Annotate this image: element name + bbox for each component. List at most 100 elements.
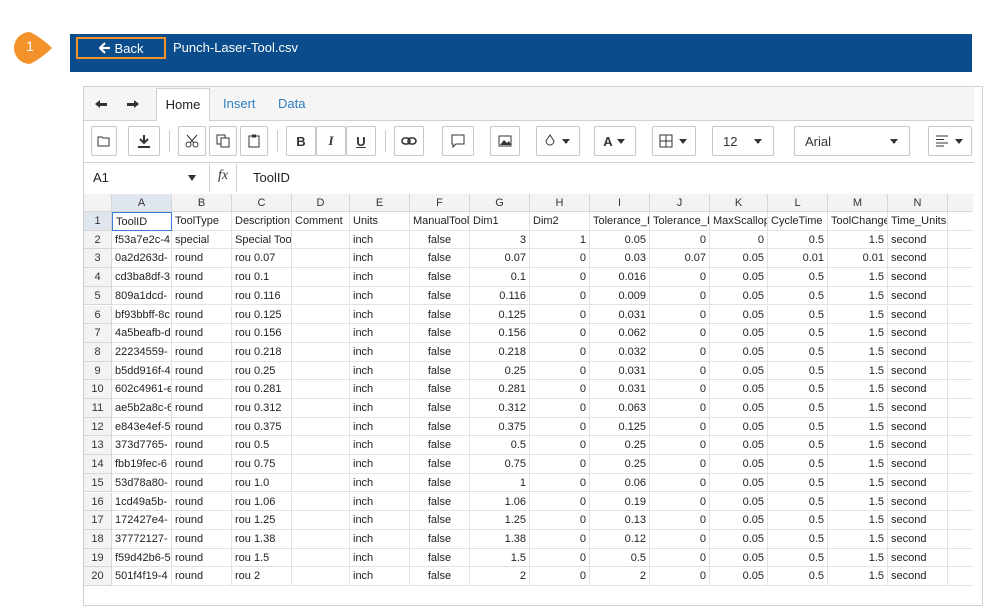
cell[interactable]: 0.05 xyxy=(710,548,768,568)
cell[interactable]: false xyxy=(410,380,470,399)
column-header[interactable]: L xyxy=(768,194,828,212)
cell[interactable]: 0.5 xyxy=(768,342,828,362)
cell[interactable] xyxy=(292,268,350,287)
cell[interactable]: second xyxy=(888,249,948,269)
cell[interactable] xyxy=(292,511,350,530)
image-button[interactable] xyxy=(490,126,520,156)
cell[interactable]: 1.5 xyxy=(828,230,888,250)
row-header[interactable]: 5 xyxy=(84,286,112,306)
cell[interactable]: 0 xyxy=(530,548,590,568)
cell[interactable]: inch xyxy=(350,399,410,418)
column-header[interactable]: J xyxy=(650,194,710,212)
cell[interactable]: 0 xyxy=(530,305,590,325)
cell[interactable]: rou 0.281 xyxy=(232,380,292,399)
cell[interactable]: 0 xyxy=(650,399,710,418)
cell[interactable] xyxy=(948,268,973,287)
cell[interactable]: false xyxy=(410,455,470,474)
cell[interactable]: 0 xyxy=(650,455,710,474)
cell[interactable]: inch xyxy=(350,529,410,549)
cell[interactable]: 0.05 xyxy=(710,399,768,418)
cell[interactable]: 1.38 xyxy=(470,529,530,549)
cell[interactable] xyxy=(948,212,973,231)
cell[interactable]: 172427e4- xyxy=(112,511,172,530)
cell[interactable] xyxy=(948,324,973,343)
cell[interactable] xyxy=(292,529,350,549)
cell[interactable]: 53d78a80- xyxy=(112,473,172,493)
cell[interactable]: ToolChange xyxy=(828,212,888,231)
cell[interactable]: 0 xyxy=(650,436,710,456)
cell[interactable]: round xyxy=(172,492,232,512)
cell[interactable]: 0.5 xyxy=(768,436,828,456)
row-header[interactable]: 7 xyxy=(84,324,112,343)
cell[interactable] xyxy=(292,380,350,399)
cell[interactable]: Time_Units xyxy=(888,212,948,231)
cell[interactable]: second xyxy=(888,361,948,381)
row-header[interactable]: 13 xyxy=(84,436,112,456)
cell[interactable]: 1.25 xyxy=(470,511,530,530)
cell[interactable]: round xyxy=(172,286,232,306)
cell[interactable]: false xyxy=(410,473,470,493)
cell[interactable]: rou 0.25 xyxy=(232,361,292,381)
cell[interactable]: 0.05 xyxy=(710,455,768,474)
cell[interactable]: 0.12 xyxy=(590,529,650,549)
cell[interactable] xyxy=(292,361,350,381)
cell[interactable]: 0 xyxy=(530,399,590,418)
cell[interactable]: cd3ba8df-3 xyxy=(112,268,172,287)
cell[interactable]: inch xyxy=(350,492,410,512)
cell[interactable]: second xyxy=(888,286,948,306)
cell[interactable]: 0.25 xyxy=(590,436,650,456)
row-header[interactable]: 2 xyxy=(84,230,112,250)
cell[interactable]: rou 1.06 xyxy=(232,492,292,512)
cell[interactable]: 0 xyxy=(650,324,710,343)
cell[interactable] xyxy=(292,286,350,306)
cell[interactable]: second xyxy=(888,511,948,530)
cell[interactable]: round xyxy=(172,529,232,549)
cell[interactable]: rou 1.5 xyxy=(232,548,292,568)
cell[interactable]: ToolType xyxy=(172,212,232,231)
row-header[interactable]: 3 xyxy=(84,249,112,269)
cell[interactable]: 0.25 xyxy=(590,455,650,474)
cell[interactable]: 0.031 xyxy=(590,380,650,399)
cell[interactable]: Comment xyxy=(292,212,350,231)
link-button[interactable] xyxy=(394,126,424,156)
cell[interactable]: second xyxy=(888,492,948,512)
cell[interactable]: 0 xyxy=(650,342,710,362)
row-header[interactable]: 19 xyxy=(84,548,112,568)
cell[interactable]: 4a5beafb-d xyxy=(112,324,172,343)
cell[interactable]: Special Too xyxy=(232,230,292,250)
cell[interactable] xyxy=(292,473,350,493)
cell[interactable]: 1.5 xyxy=(828,473,888,493)
cell[interactable]: round xyxy=(172,380,232,399)
cell[interactable]: false xyxy=(410,305,470,325)
cell[interactable] xyxy=(948,474,973,493)
cell[interactable]: rou 0.218 xyxy=(232,342,292,362)
cell[interactable]: ae5b2a8c-6 xyxy=(112,399,172,418)
cell[interactable]: 0.75 xyxy=(470,455,530,474)
cell[interactable]: 0.13 xyxy=(590,511,650,530)
row-header[interactable]: 16 xyxy=(84,492,112,512)
cell[interactable]: 0.5 xyxy=(768,473,828,493)
cell[interactable]: false xyxy=(410,286,470,306)
cell[interactable]: second xyxy=(888,548,948,568)
back-button[interactable]: Back xyxy=(76,37,166,59)
cell[interactable]: 0 xyxy=(650,305,710,325)
cell[interactable] xyxy=(292,417,350,437)
cell[interactable]: 0 xyxy=(650,492,710,512)
cell[interactable]: 0 xyxy=(710,230,768,250)
row-header[interactable]: 9 xyxy=(84,361,112,381)
cell[interactable]: inch xyxy=(350,324,410,343)
column-header[interactable]: I xyxy=(590,194,650,212)
cell[interactable]: rou 0.312 xyxy=(232,399,292,418)
cell[interactable]: 373d7765- xyxy=(112,436,172,456)
cell[interactable]: 0.5 xyxy=(768,286,828,306)
cell[interactable]: 0 xyxy=(530,380,590,399)
cell[interactable]: 0 xyxy=(530,511,590,530)
font-select[interactable]: Arial xyxy=(794,126,910,156)
cell[interactable]: 0 xyxy=(650,511,710,530)
cell[interactable]: 0 xyxy=(650,567,710,586)
cell[interactable]: round xyxy=(172,473,232,493)
cell[interactable]: 0.031 xyxy=(590,305,650,325)
cell[interactable]: 0.5 xyxy=(470,436,530,456)
cell[interactable] xyxy=(292,455,350,474)
cell[interactable]: inch xyxy=(350,511,410,530)
